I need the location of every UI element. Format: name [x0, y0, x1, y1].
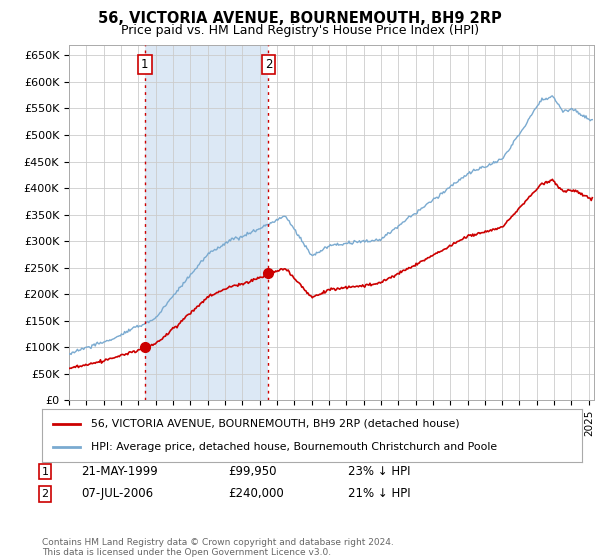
Text: Contains HM Land Registry data © Crown copyright and database right 2024.
This d: Contains HM Land Registry data © Crown c…	[42, 538, 394, 557]
Text: Price paid vs. HM Land Registry's House Price Index (HPI): Price paid vs. HM Land Registry's House …	[121, 24, 479, 36]
Text: 2: 2	[41, 489, 49, 499]
Text: 56, VICTORIA AVENUE, BOURNEMOUTH, BH9 2RP (detached house): 56, VICTORIA AVENUE, BOURNEMOUTH, BH9 2R…	[91, 419, 459, 429]
Text: 21-MAY-1999: 21-MAY-1999	[81, 465, 158, 478]
Text: 21% ↓ HPI: 21% ↓ HPI	[348, 487, 410, 501]
Text: £99,950: £99,950	[228, 465, 277, 478]
Text: 23% ↓ HPI: 23% ↓ HPI	[348, 465, 410, 478]
Text: 1: 1	[141, 58, 149, 71]
Text: £240,000: £240,000	[228, 487, 284, 501]
Bar	[145, 45, 268, 400]
Text: 2: 2	[265, 58, 272, 71]
Text: HPI: Average price, detached house, Bournemouth Christchurch and Poole: HPI: Average price, detached house, Bour…	[91, 442, 497, 452]
Text: 07-JUL-2006: 07-JUL-2006	[81, 487, 153, 501]
Text: 1: 1	[41, 466, 49, 477]
Text: 56, VICTORIA AVENUE, BOURNEMOUTH, BH9 2RP: 56, VICTORIA AVENUE, BOURNEMOUTH, BH9 2R…	[98, 11, 502, 26]
